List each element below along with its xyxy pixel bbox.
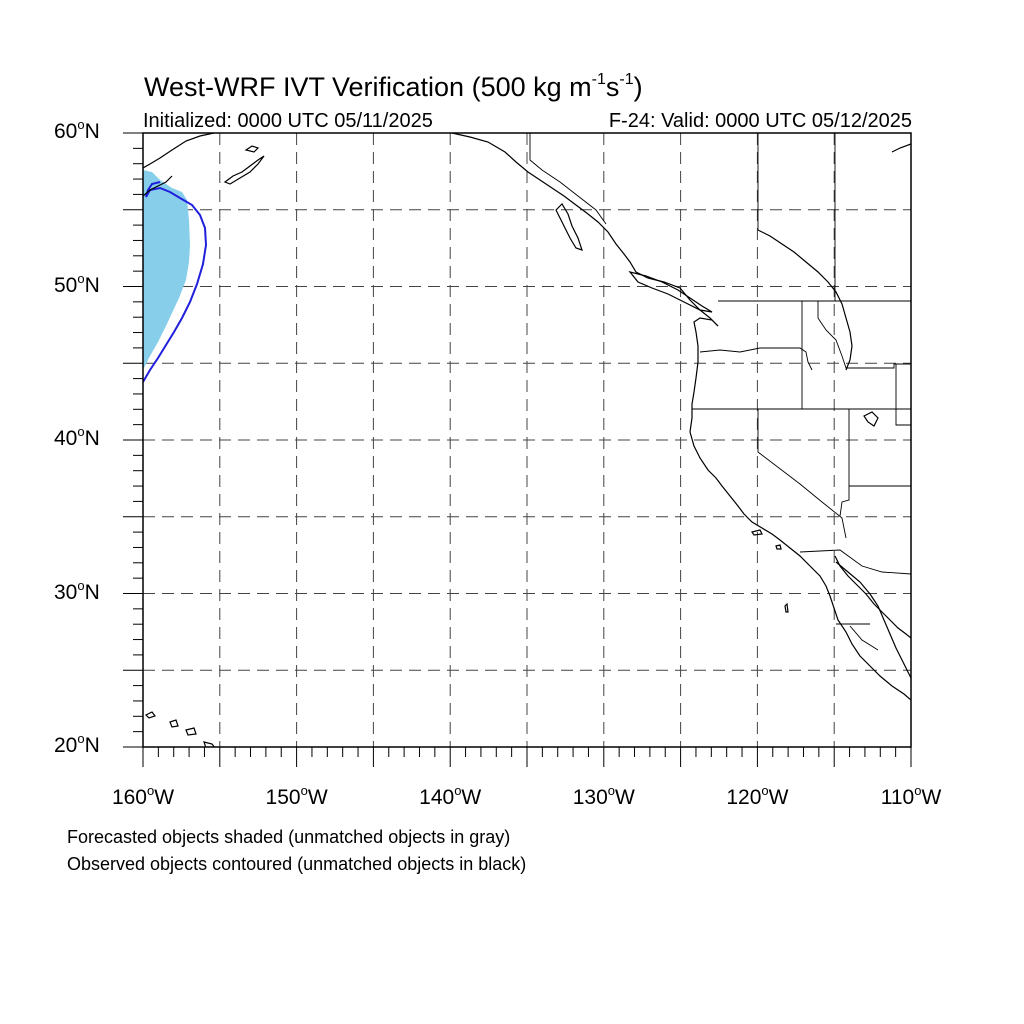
- island-channel: [751, 529, 782, 550]
- coastline-mainland-mexico: [835, 561, 911, 679]
- border-id-mt: [801, 301, 911, 409]
- longitude-label: 150oW: [265, 783, 328, 809]
- island-hawaii: [203, 741, 216, 747]
- longitude-label: 130oW: [572, 783, 635, 809]
- island-kodiak: [223, 155, 265, 185]
- coastline-alaska-peninsula: [143, 133, 215, 197]
- coastline-alaska-panhandle: [451, 133, 719, 327]
- border-alberta-bc: [757, 133, 836, 301]
- longitude-label: 110oW: [880, 783, 942, 809]
- latitude-label: 20oN: [54, 731, 100, 757]
- latitude-label: 30oN: [54, 577, 100, 604]
- latitude-label: 40oN: [54, 424, 100, 450]
- initialized-time: Initialized: 0000 UTC 05/11/2025: [143, 110, 433, 132]
- river-canada-interior: [757, 229, 853, 371]
- border-us-mexico: [799, 549, 911, 575]
- legend-note-forecast: Forecasted objects shaded (unmatched obj…: [67, 827, 511, 847]
- border-ca-nv: [757, 409, 847, 539]
- border-canada-alaska: [529, 133, 607, 225]
- island-guadalupe: [784, 602, 789, 613]
- island-small-north: [244, 145, 260, 153]
- coastline-baja-gulf: [834, 555, 911, 639]
- latitude-label: 60oN: [54, 117, 100, 143]
- island-vancouver: [628, 270, 713, 313]
- longitude-label: 120oW: [726, 783, 789, 809]
- lake-great-salt: [863, 411, 879, 427]
- island-kauai: [144, 711, 156, 719]
- observed-ivt-object: [143, 181, 208, 383]
- legend-note-observed: Observed objects contoured (unmatched ob…: [67, 854, 527, 874]
- map-title: West-WRF IVT Verification (500 kg m-1s-1…: [144, 71, 643, 103]
- latitude-label: 50oN: [54, 270, 100, 297]
- island-haida-gwaii: [555, 203, 583, 251]
- coastline-hudson-nw: [891, 143, 911, 153]
- border-baja-states: [836, 623, 879, 651]
- longitude-label: 160oW: [111, 783, 175, 809]
- valid-time: F-24: Valid: 0000 UTC 05/12/2025: [608, 110, 912, 132]
- island-oahu: [169, 719, 179, 728]
- coastline-west-us: [689, 317, 911, 701]
- gridlines: [143, 133, 911, 747]
- island-maui: [185, 727, 197, 736]
- border-wa-or: [699, 347, 813, 371]
- map-frame: [123, 132, 912, 767]
- forecast-ivt-object: [143, 170, 190, 370]
- border-nv-ut-az: [839, 364, 911, 517]
- longitude-label: 140oW: [419, 783, 482, 809]
